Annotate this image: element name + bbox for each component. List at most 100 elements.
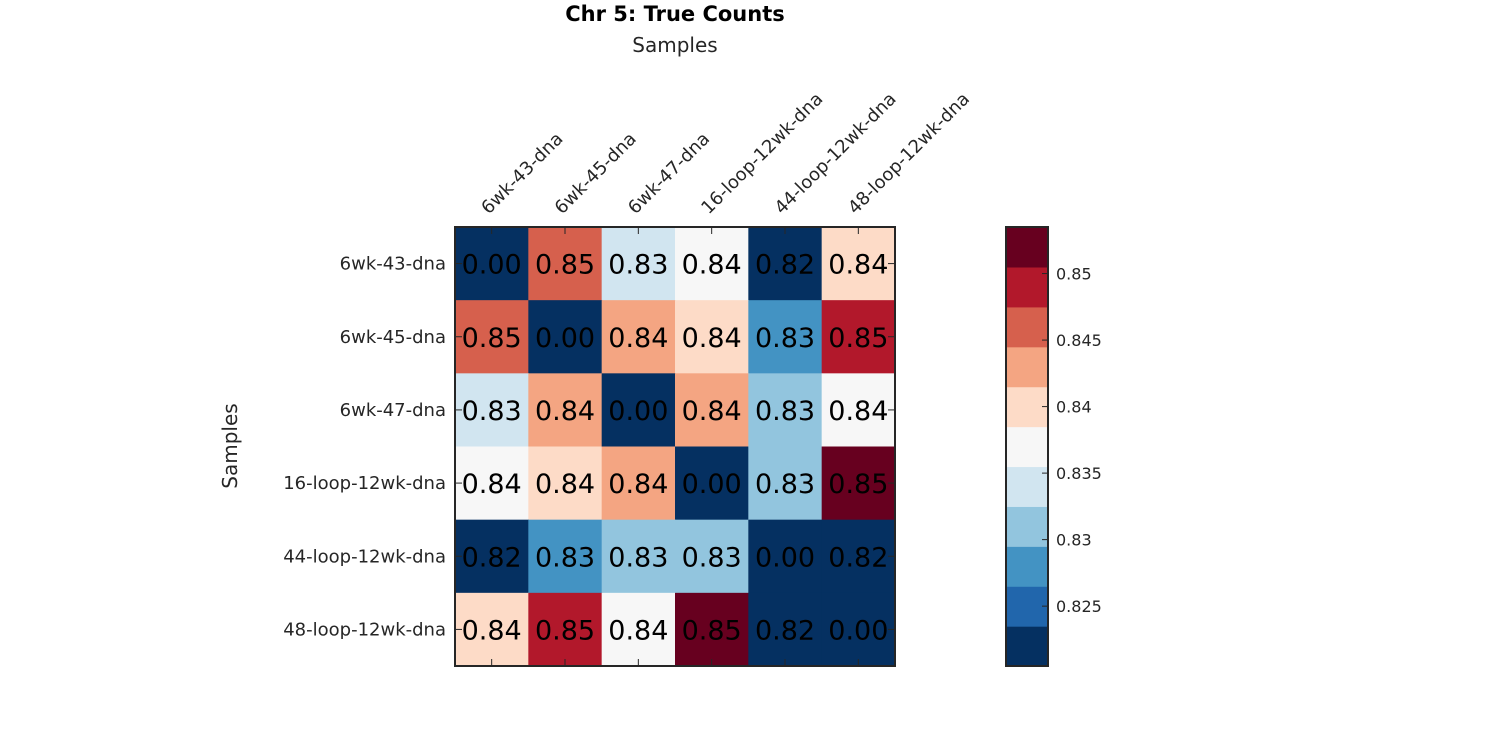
cell-value-label: 0.85	[462, 323, 522, 354]
colorbar-segment	[1006, 506, 1048, 547]
y-tick-label: 6wk-45-dna	[340, 327, 446, 348]
colorbar: 0.825 0.83 0.835 0.84 0.845 0.85	[1005, 226, 1102, 667]
heatmap-cell	[821, 373, 896, 448]
heatmap-cell	[528, 300, 603, 374]
cell-value-label: 0.84	[682, 250, 742, 281]
plot-frame	[454, 226, 896, 667]
heatmap-cell	[601, 519, 676, 594]
colorbar-segment	[1006, 386, 1048, 428]
colorbar-segment	[1006, 266, 1048, 308]
colorbar-tick-label: 0.85	[1056, 265, 1092, 284]
heatmap-cell	[821, 592, 896, 667]
heatmap-cells	[455, 227, 896, 667]
cell-value-label: 0.84	[828, 250, 888, 281]
colorbar-segment	[1006, 466, 1048, 507]
heatmap-cell	[528, 446, 603, 521]
cell-value-label: 0.85	[535, 615, 595, 646]
y-tick-label: 48-loop-12wk-dna	[283, 619, 446, 640]
colorbar-segment	[1006, 306, 1048, 348]
heatmap-cell	[601, 373, 676, 448]
colorbar-tick-label: 0.83	[1056, 531, 1092, 550]
heatmap-cell	[455, 446, 529, 521]
cell-value-label: 0.00	[828, 615, 888, 646]
cell-value-label: 0.85	[828, 323, 888, 354]
heatmap-cell	[675, 519, 749, 594]
cell-value-label: 0.85	[828, 469, 888, 500]
colorbar-tick-label: 0.845	[1056, 331, 1102, 350]
cell-value-label: 0.84	[608, 615, 668, 646]
cell-value-label: 0.84	[462, 615, 522, 646]
cell-value-label: 0.83	[535, 542, 595, 573]
cell-value-label: 0.00	[755, 542, 815, 573]
cell-value-label: 0.83	[462, 396, 522, 427]
cell-value-labels: 0.00 0.85 0.83 0.84 0.82 0.84 0.85 0.00 0.84 0.84…	[462, 250, 889, 647]
heatmap-cell	[675, 300, 749, 374]
cell-value-label: 0.84	[535, 469, 595, 500]
heatmap-cell	[748, 373, 823, 448]
cell-value-label: 0.83	[608, 542, 668, 573]
heatmap-cell	[528, 519, 603, 594]
heatmap-cell	[748, 446, 823, 521]
heatmap-cell	[601, 300, 676, 374]
heatmap-cell	[455, 592, 529, 667]
heatmap-cell	[455, 300, 529, 374]
heatmap-cell	[748, 519, 823, 594]
cell-value-label: 0.84	[462, 469, 522, 500]
cell-value-label: 0.83	[682, 542, 742, 573]
heatmap-cell	[821, 227, 896, 301]
heatmap-cell	[675, 592, 749, 667]
colorbar-tick-label: 0.835	[1056, 464, 1102, 483]
cell-value-label: 0.82	[462, 542, 522, 573]
colorbar-segment	[1006, 426, 1048, 468]
colorbar-segment	[1006, 546, 1048, 587]
heatmap-cell	[675, 446, 749, 521]
heatmap-cell	[821, 446, 896, 521]
cell-value-label: 0.83	[755, 323, 815, 354]
x-tick-label: 48-loop-12wk-dna	[844, 89, 974, 219]
heatmap-cell	[748, 227, 823, 301]
heatmap-cell	[455, 373, 529, 448]
cell-value-label: 0.82	[755, 250, 815, 281]
heatmap-cell	[455, 519, 529, 594]
x-tick-label: 44-loop-12wk-dna	[771, 89, 901, 219]
colorbar-segment	[1006, 626, 1048, 667]
heatmap-cell	[821, 519, 896, 594]
cell-value-label: 0.83	[755, 396, 815, 427]
heatmap-cell	[601, 227, 676, 301]
y-axis-label: Samples	[218, 403, 242, 488]
cell-value-label: 0.00	[682, 469, 742, 500]
y-tick-label: 6wk-47-dna	[340, 400, 446, 421]
cell-value-label: 0.00	[608, 396, 668, 427]
heatmap-cell	[675, 227, 749, 301]
cell-value-label: 0.84	[828, 396, 888, 427]
y-tick-label: 16-loop-12wk-dna	[283, 473, 446, 494]
colorbar-frame	[1005, 226, 1049, 667]
cell-value-label: 0.84	[682, 396, 742, 427]
heatmap-cell	[748, 592, 823, 667]
y-axis-ticks: 6wk-43-dna 6wk-45-dna 6wk-47-dna 16-loop-12…	[283, 254, 895, 640]
cell-value-label: 0.00	[535, 323, 595, 354]
x-tick-label: 16-loop-12wk-dna	[697, 89, 827, 219]
colorbar-segment	[1006, 227, 1048, 268]
colorbar-segment	[1006, 586, 1048, 627]
y-tick-label: 6wk-43-dna	[340, 254, 446, 275]
cell-value-label: 0.84	[608, 323, 668, 354]
heatmap-cell	[528, 227, 603, 301]
x-axis-label: Samples	[632, 33, 717, 57]
cell-value-label: 0.00	[462, 250, 522, 281]
cell-value-label: 0.85	[535, 250, 595, 281]
heatmap-cell	[455, 227, 529, 301]
colorbar-tick-label: 0.84	[1056, 398, 1092, 417]
y-tick-label: 44-loop-12wk-dna	[283, 546, 446, 567]
cell-value-label: 0.84	[535, 396, 595, 427]
heatmap-cell	[748, 300, 823, 374]
cell-value-label: 0.82	[755, 615, 815, 646]
cell-value-label: 0.83	[608, 250, 668, 281]
chart-title: Chr 5: True Counts	[565, 2, 785, 26]
cell-value-label: 0.85	[682, 615, 742, 646]
colorbar-segment	[1006, 346, 1048, 388]
colorbar-tick-label: 0.825	[1056, 597, 1102, 616]
heatmap-cell	[528, 592, 603, 667]
heatmap-cell	[601, 446, 676, 521]
cell-value-label: 0.82	[828, 542, 888, 573]
